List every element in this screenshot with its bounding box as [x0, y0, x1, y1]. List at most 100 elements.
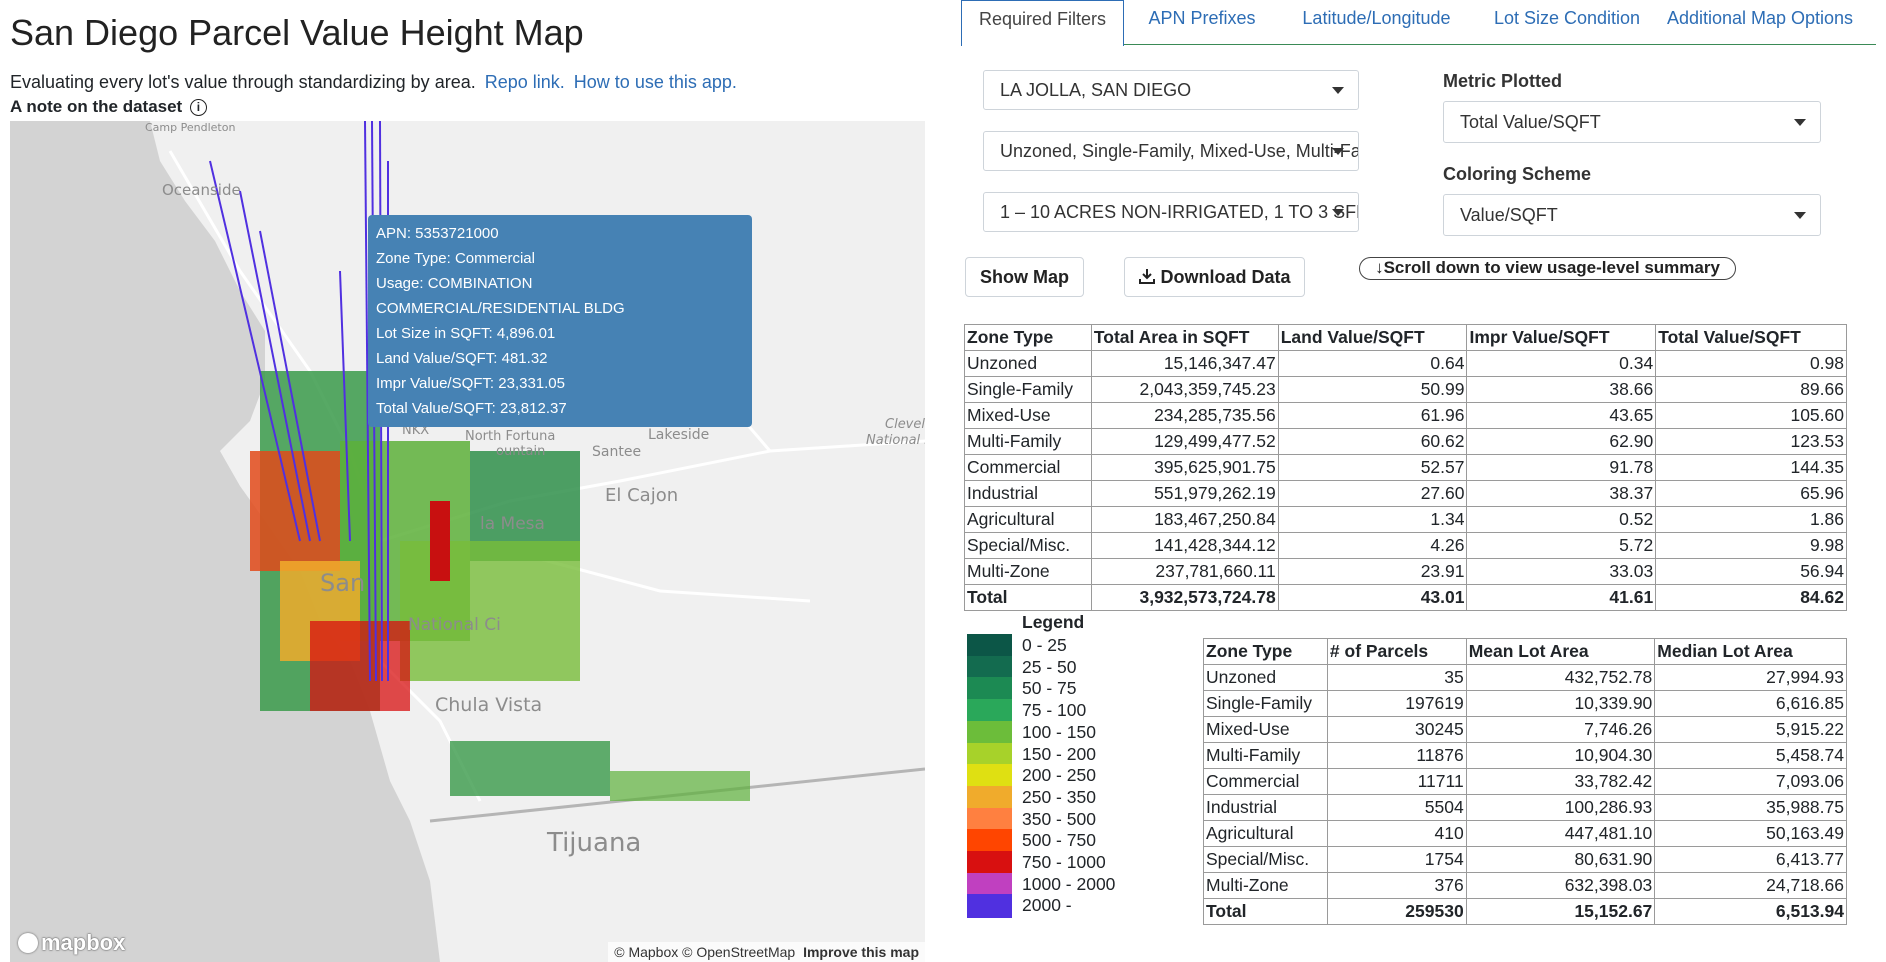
usage-select-value: 1 – 10 ACRES NON-IRRIGATED, 1 TO 3 SFR: [1000, 202, 1359, 222]
table-cell: 10,339.90: [1465, 690, 1656, 717]
map-label-santee: Santee: [592, 444, 642, 460]
table-cell: 89.66: [1655, 376, 1847, 403]
table-cell: 395,625,901.75: [1090, 454, 1279, 481]
parcel-map[interactable]: Camp Pendleton Oceanside El Cajon Santee…: [10, 121, 925, 962]
table-cell: 1754: [1326, 846, 1467, 873]
download-data-button[interactable]: Download Data: [1124, 257, 1305, 297]
row-label: Multi-Family: [1203, 742, 1328, 769]
row-label: Commercial: [1203, 768, 1328, 795]
table-cell: 183,467,250.84: [1090, 506, 1279, 533]
column-header: Total Value/SQFT: [1655, 324, 1847, 351]
table-cell: 432,752.78: [1465, 664, 1656, 691]
legend-label: 150 - 200: [1022, 743, 1096, 764]
zone-select[interactable]: Unzoned, Single-Family, Mixed-Use, Multi…: [983, 131, 1359, 171]
row-label: Total: [964, 584, 1092, 611]
legend-swatch: [967, 785, 1012, 810]
map-label-national-forest: National Fore: [866, 433, 925, 448]
legend-swatch: [967, 742, 1012, 767]
legend-label: 25 - 50: [1022, 656, 1077, 677]
usage-select[interactable]: 1 – 10 ACRES NON-IRRIGATED, 1 TO 3 SFR: [983, 192, 1359, 232]
mapbox-logo[interactable]: mapbox: [18, 930, 125, 956]
table-row: Unzoned 15,146,347.47 0.64 0.34 0.98: [964, 350, 1847, 377]
mapbox-logo-icon: [18, 933, 38, 953]
ocean: [10, 121, 440, 962]
tooltip-usage-detail: COMMERCIAL/RESIDENTIAL BLDG: [376, 300, 625, 317]
map-label-lakeside: Lakeside: [648, 427, 710, 443]
table-row: Mixed-Use 234,285,735.56 61.96 43.65 105.60: [964, 402, 1847, 429]
table-cell: 376: [1326, 872, 1467, 899]
table-row: Agricultural 183,467,250.84 1.34 0.52 1.86: [964, 506, 1847, 533]
tab-required-filters[interactable]: Required Filters: [961, 0, 1124, 46]
legend-label: 200 - 250: [1022, 765, 1096, 786]
tab-latitude-longitude[interactable]: Latitude/Longitude: [1302, 8, 1451, 28]
page-title: San Diego Parcel Value Height Map: [10, 12, 584, 53]
table-cell: 30245: [1326, 716, 1467, 743]
table-cell: 1.34: [1277, 506, 1468, 533]
dataset-note[interactable]: A note on the dataset i: [10, 97, 207, 117]
row-label: Multi-Zone: [1203, 872, 1328, 899]
legend-label: 500 - 750: [1022, 830, 1096, 851]
table-cell: 144.35: [1655, 454, 1847, 481]
chevron-down-icon: [1332, 87, 1344, 94]
table-cell: 62.90: [1466, 428, 1657, 455]
row-label: Single-Family: [1203, 690, 1328, 717]
table-row: Mixed-Use 30245 7,746.26 5,915.22: [1203, 716, 1847, 743]
repo-link[interactable]: Repo link.: [484, 72, 565, 92]
improve-map-link[interactable]: Improve this map: [803, 944, 919, 960]
map-label-mountain: ountain: [496, 444, 546, 459]
table-cell: 35,988.75: [1654, 794, 1847, 821]
value-summary-table: Zone Type Total Area in SQFT Land Value/SQ…: [964, 324, 1847, 611]
table-cell: 11711: [1326, 768, 1467, 795]
tab-additional-map-options[interactable]: Additional Map Options: [1666, 8, 1854, 28]
column-header: Total Area in SQFT: [1090, 324, 1279, 351]
table-cell: 38.66: [1466, 376, 1657, 403]
row-label: Unzoned: [1203, 664, 1328, 691]
table-row: Commercial 395,625,901.75 52.57 91.78 144.35: [964, 454, 1847, 481]
city-select[interactable]: LA JOLLA, SAN DIEGO: [983, 70, 1359, 110]
metric-select[interactable]: Total Value/SQFT: [1443, 101, 1821, 143]
tooltip-zone-type: Zone Type: Commercial: [376, 250, 535, 267]
chevron-down-icon: [1332, 148, 1344, 155]
legend-title: Legend: [1022, 612, 1085, 632]
table-cell: 84.62: [1655, 584, 1847, 611]
table-row: Commercial 11711 33,782.42 7,093.06: [1203, 768, 1847, 795]
table-cell: 56.94: [1655, 558, 1847, 585]
table-cell: 60.62: [1277, 428, 1468, 455]
column-header: Zone Type: [964, 324, 1092, 351]
attribution-text[interactable]: © Mapbox © OpenStreetMap: [614, 944, 796, 960]
legend-label: 0 - 25: [1022, 635, 1067, 655]
map-label-el-cajon: El Cajon: [605, 485, 679, 506]
table-cell: 141,428,344.12: [1090, 532, 1279, 559]
metric-select-value: Total Value/SQFT: [1460, 112, 1601, 132]
row-label: Agricultural: [1203, 820, 1328, 847]
table-cell: 52.57: [1277, 454, 1468, 481]
table-row: Multi-Family 11876 10,904.30 5,458.74: [1203, 742, 1847, 769]
table-cell: 38.37: [1466, 480, 1657, 507]
table-cell: 551,979,262.19: [1090, 480, 1279, 507]
table-cell: 15,146,347.47: [1090, 350, 1279, 377]
table-cell: 447,481.10: [1465, 820, 1656, 847]
table-cell: 33.03: [1466, 558, 1657, 585]
tooltip-usage: Usage: COMBINATION: [376, 275, 533, 292]
info-icon[interactable]: i: [189, 99, 207, 116]
tab-lot-size-condition[interactable]: Lot Size Condition: [1493, 8, 1641, 28]
table-cell: 234,285,735.56: [1090, 402, 1279, 429]
page-subtitle: Evaluating every lot's value through sta…: [10, 72, 737, 93]
filter-tabs: Required Filters APN Prefixes Latitude/L…: [961, 0, 1876, 46]
coloring-select[interactable]: Value/SQFT: [1443, 194, 1821, 236]
table-cell: 5.72: [1466, 532, 1657, 559]
legend-swatch: [967, 851, 1012, 875]
table-cell: 5,458.74: [1654, 742, 1847, 769]
tooltip-lot-size: Lot Size in SQFT: 4,896.01: [376, 325, 556, 342]
scroll-down-hint: ↓Scroll down to view usage-level summary: [1359, 257, 1736, 280]
parcel-tooltip: APN: 5353721000 Zone Type: Commercial Us…: [368, 215, 752, 427]
tab-apn-prefixes[interactable]: APN Prefixes: [1148, 8, 1256, 28]
show-map-button[interactable]: Show Map: [965, 257, 1084, 297]
column-header: # of Parcels: [1326, 638, 1467, 665]
how-to-link[interactable]: How to use this app.: [573, 72, 737, 92]
column-header: Zone Type: [1203, 638, 1328, 665]
legend-label: 350 - 500: [1022, 808, 1096, 829]
table-row: Single-Family 197619 10,339.90 6,616.85: [1203, 690, 1847, 717]
table-cell: 80,631.90: [1465, 846, 1656, 873]
column-header: Mean Lot Area: [1465, 638, 1656, 665]
